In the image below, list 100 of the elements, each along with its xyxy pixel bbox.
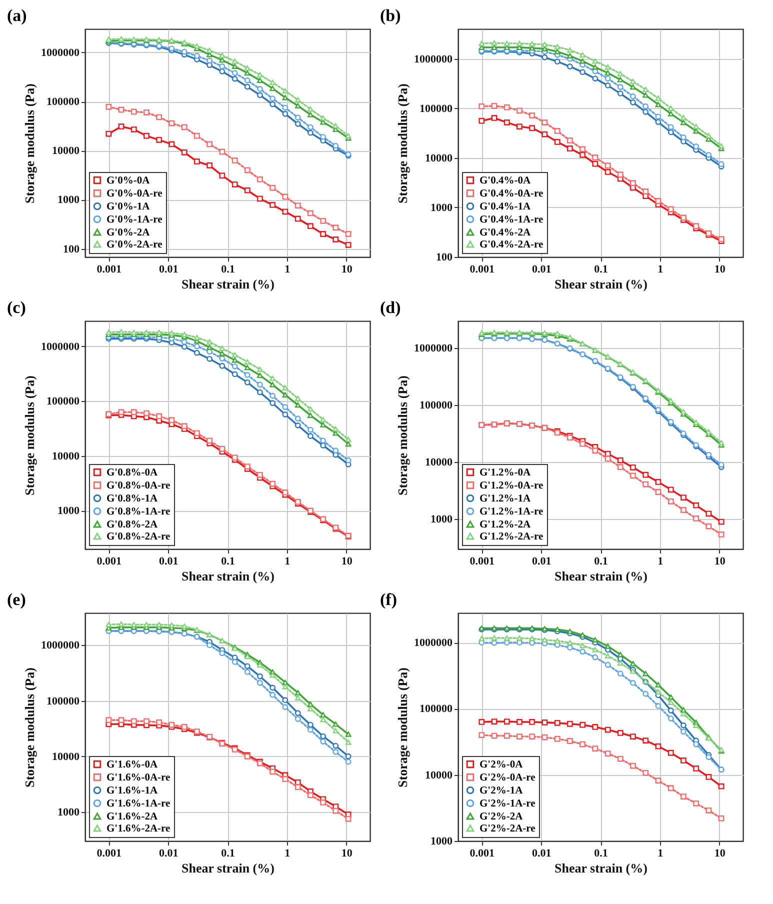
- x-tick-label: 1: [658, 556, 664, 568]
- y-axis-title: Storage modulus (Pa): [22, 376, 37, 496]
- y-tick-label: 100: [63, 243, 80, 256]
- x-tick-label: 0.01: [158, 264, 178, 276]
- x-tick-label: 0.001: [96, 264, 122, 276]
- legend-label: G'0.4%-1A: [480, 201, 531, 212]
- y-axis-title: Storage modulus (Pa): [395, 668, 410, 788]
- x-tick-label: 0.001: [96, 848, 122, 860]
- legend-label: G'0%-2A-re: [106, 239, 163, 250]
- legend-label: G'1.2%-1A-re: [480, 506, 544, 518]
- y-tick-label: 1000: [430, 514, 453, 526]
- x-axis-title: Shear strain (%): [182, 276, 274, 292]
- legend-label: G'0.8%-2A-re: [106, 531, 171, 542]
- x-tick-label: 1: [284, 848, 290, 860]
- legend-label: G'0.4%-0A: [480, 175, 531, 186]
- legend-label: G'1.6%-1A-re: [106, 798, 171, 810]
- chart-title: (a): [7, 6, 27, 25]
- chart-title: (c): [7, 298, 26, 317]
- y-tick-label: 1000000: [41, 640, 80, 652]
- legend-label: G'1.6%-2A-re: [106, 823, 171, 834]
- x-tick-label: 0.001: [96, 556, 122, 568]
- x-tick-label: 1: [658, 848, 664, 860]
- legend-label: G'1.2%-2A: [480, 519, 531, 530]
- y-tick-label: 100000: [46, 396, 80, 408]
- y-tick-label: 100000: [420, 400, 453, 412]
- x-tick-label: 10: [714, 556, 726, 568]
- legend-label: G'0%-1A-re: [106, 214, 163, 226]
- y-tick-label: 1000000: [414, 53, 453, 66]
- x-tick-label: 10: [341, 848, 353, 860]
- chart-title: (f): [380, 590, 397, 609]
- y-tick-label: 100000: [46, 96, 80, 108]
- y-tick-label: 1000000: [41, 46, 80, 59]
- legend-label: G'2%-2A: [480, 811, 524, 822]
- legend-label: G'1.6%-0A: [106, 759, 158, 770]
- y-tick-label: 1000: [430, 836, 453, 848]
- legend-label: G'0.8%-1A: [106, 493, 158, 504]
- legend-label: G'0.4%-0A-re: [480, 188, 544, 200]
- chart-title: (e): [7, 590, 26, 609]
- y-tick-label: 1000000: [41, 340, 80, 353]
- x-tick-label: 0.01: [158, 556, 178, 568]
- y-tick-label: 1000: [430, 202, 453, 214]
- x-axis-title: Shear strain (%): [554, 860, 648, 876]
- x-axis-title: Shear strain (%): [554, 276, 648, 292]
- y-tick-label: 100: [436, 252, 453, 264]
- legend-label: G'0%-2A: [106, 227, 150, 238]
- y-tick-label: 1000000: [414, 342, 453, 355]
- x-tick-label: 10: [714, 848, 726, 860]
- legend-label: G'2%-1A: [480, 785, 524, 796]
- y-tick-label: 1000: [58, 505, 80, 518]
- legend-label: G'0.8%-0A-re: [106, 480, 171, 492]
- y-tick-label: 1000000: [414, 637, 453, 650]
- legend-label: G'0%-1A: [106, 201, 150, 212]
- legend-label: G'1.2%-0A: [480, 467, 531, 478]
- x-tick-label: 0.1: [594, 556, 608, 568]
- legend-label: G'2%-0A: [480, 759, 524, 770]
- x-tick-label: 10: [341, 264, 353, 276]
- x-tick-label: 0.01: [532, 264, 552, 276]
- x-tick-label: 10: [714, 264, 726, 276]
- legend-label: G'0%-0A: [106, 175, 150, 186]
- x-tick-label: 10: [341, 556, 353, 568]
- y-tick-label: 10000: [425, 152, 453, 164]
- x-tick-label: 0.01: [532, 848, 552, 860]
- legend-label: G'1.2%-0A-re: [480, 480, 544, 492]
- x-tick-label: 0.001: [470, 556, 495, 568]
- y-tick-label: 10000: [52, 145, 80, 158]
- y-tick-label: 1000: [58, 806, 80, 818]
- x-axis-title: Shear strain (%): [182, 568, 274, 584]
- x-tick-label: 0.1: [221, 264, 235, 276]
- x-tick-label: 0.1: [221, 556, 235, 568]
- x-tick-label: 0.1: [594, 848, 608, 860]
- legend-label: G'0.8%-2A: [106, 519, 158, 530]
- y-tick-label: 10000: [52, 750, 80, 763]
- y-tick-label: 10000: [425, 769, 453, 782]
- legend-label: G'2%-1A-re: [480, 798, 536, 810]
- y-tick-label: 100000: [46, 695, 80, 708]
- x-tick-label: 0.1: [594, 264, 608, 276]
- x-tick-label: 0.01: [158, 848, 178, 860]
- x-tick-label: 1: [284, 556, 290, 568]
- legend-label: G'0%-0A-re: [106, 188, 163, 200]
- y-tick-label: 1000: [58, 194, 80, 206]
- x-tick-label: 0.01: [532, 556, 552, 568]
- x-tick-label: 1: [284, 264, 290, 276]
- y-tick-label: 10000: [52, 450, 80, 462]
- legend-label: G'0.8%-0A: [106, 467, 158, 478]
- legend-label: G'1.2%-2A-re: [480, 531, 544, 542]
- x-axis-title: Shear strain (%): [554, 568, 648, 584]
- legend-label: G'2%-2A-re: [480, 823, 536, 834]
- legend-label: G'1.6%-2A: [106, 811, 158, 822]
- chart-title: (b): [380, 6, 401, 25]
- legend-label: G'0.4%-2A-re: [480, 239, 544, 250]
- chart-title: (d): [380, 298, 401, 317]
- legend-label: G'1.6%-1A: [106, 785, 158, 796]
- legend-label: G'2%-0A-re: [480, 772, 536, 784]
- y-tick-label: 100000: [420, 703, 453, 716]
- x-axis-title: Shear strain (%): [182, 860, 274, 876]
- y-axis-title: Storage modulus (Pa): [22, 84, 37, 204]
- legend-label: G'1.2%-1A: [480, 493, 531, 504]
- legend-label: G'0.8%-1A-re: [106, 506, 171, 518]
- x-tick-label: 0.1: [221, 848, 235, 860]
- y-tick-label: 10000: [425, 456, 453, 469]
